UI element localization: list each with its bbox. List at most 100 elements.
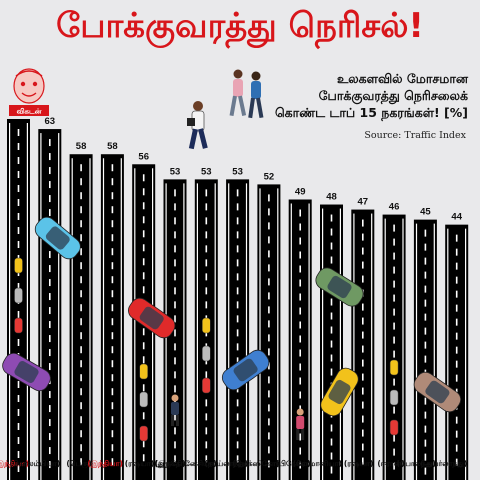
road-dash bbox=[174, 245, 176, 253]
road-edge-line bbox=[71, 158, 73, 480]
road-dash bbox=[17, 465, 20, 472]
road-dash bbox=[49, 335, 51, 343]
walking-man-illustration bbox=[187, 101, 208, 150]
logo-text: விகடன் bbox=[17, 108, 42, 116]
road-dash bbox=[268, 292, 270, 300]
road-dash bbox=[362, 247, 364, 255]
city-label: (கொலம்பியா) bbox=[9, 459, 60, 468]
road-dash bbox=[80, 430, 82, 438]
road-edge-line bbox=[9, 123, 11, 480]
road-dash bbox=[362, 401, 364, 409]
road-dash bbox=[17, 283, 20, 290]
road-dash bbox=[362, 429, 364, 437]
road-dash bbox=[17, 241, 20, 248]
road-edge-line bbox=[183, 183, 185, 480]
road-dash bbox=[268, 208, 270, 216]
road-dash bbox=[299, 251, 301, 259]
car-icon bbox=[315, 267, 364, 307]
road-dash bbox=[424, 439, 427, 447]
road-dash bbox=[362, 387, 364, 395]
road-dash bbox=[17, 395, 20, 402]
road-dash bbox=[236, 259, 239, 267]
road-dash bbox=[174, 259, 176, 267]
road-dash bbox=[174, 427, 176, 435]
road-dash bbox=[299, 377, 301, 385]
road-dash bbox=[142, 258, 145, 266]
small-car-icon bbox=[389, 359, 399, 376]
road-dash bbox=[299, 223, 301, 231]
road-dash bbox=[111, 318, 114, 326]
road-dash bbox=[236, 245, 239, 253]
road-dash bbox=[268, 348, 270, 356]
road-edge-line bbox=[447, 228, 449, 480]
road-dash bbox=[80, 360, 82, 368]
road-dash bbox=[268, 320, 270, 328]
road-dash bbox=[174, 315, 176, 323]
road-dash bbox=[142, 412, 145, 420]
road-dash bbox=[80, 374, 82, 382]
road-dash bbox=[80, 262, 82, 270]
road-dash bbox=[393, 448, 395, 456]
car-window bbox=[45, 226, 70, 250]
road-dash bbox=[80, 458, 82, 466]
pedestrian-leg-icon bbox=[296, 429, 300, 440]
road-dash bbox=[142, 272, 145, 280]
chart-subtitle: உலகளவில் மோசமான போக்குவரத்து நெரிசலைக் க… bbox=[218, 70, 468, 121]
road-dash bbox=[268, 222, 270, 230]
road-dash bbox=[49, 307, 51, 315]
road-dash bbox=[174, 455, 176, 463]
road-dash bbox=[174, 371, 176, 379]
road-dash bbox=[393, 224, 395, 232]
road-dash bbox=[205, 399, 208, 407]
road-dash bbox=[17, 199, 20, 206]
road-dash bbox=[205, 245, 208, 253]
road-dash bbox=[174, 329, 176, 337]
road-dash bbox=[362, 345, 364, 353]
road-dash bbox=[80, 234, 82, 242]
road-dash bbox=[424, 341, 427, 349]
road-dash bbox=[268, 390, 270, 398]
road-dash bbox=[424, 299, 427, 307]
road-dash bbox=[268, 334, 270, 342]
source-label: Source: Traffic Index bbox=[364, 130, 466, 141]
city-label: (ஈரான்) bbox=[377, 459, 404, 468]
road-dash bbox=[299, 279, 301, 287]
road-dash bbox=[49, 265, 51, 273]
road-dash bbox=[393, 322, 395, 330]
road-dash bbox=[393, 406, 395, 414]
pedestrian-leg-icon bbox=[301, 429, 305, 440]
road-dash bbox=[80, 402, 82, 410]
city-label: (இந்தியா) bbox=[87, 459, 122, 469]
road-dash bbox=[205, 371, 208, 379]
road-dash bbox=[111, 430, 114, 438]
road-dash bbox=[142, 328, 145, 336]
road-dash bbox=[330, 256, 333, 264]
road-dash bbox=[17, 157, 20, 164]
road-dash bbox=[455, 360, 458, 368]
road-bar bbox=[351, 209, 375, 480]
road-dash bbox=[330, 298, 333, 306]
road-dash bbox=[268, 460, 270, 468]
road-dash bbox=[174, 231, 176, 239]
road-edge-line bbox=[322, 208, 324, 480]
road-dash bbox=[111, 262, 114, 270]
subtitle-line-3: கொண்ட டாப் 15 நகரங்கள்! [%] bbox=[274, 105, 468, 120]
road-dash bbox=[330, 466, 333, 474]
city-label: (ரஷ்யா) bbox=[125, 459, 154, 469]
small-car-icon bbox=[14, 287, 23, 304]
road-dash bbox=[455, 444, 458, 452]
road-dash bbox=[455, 304, 458, 312]
road-dash bbox=[142, 342, 145, 350]
road-edge-line bbox=[58, 133, 60, 480]
page-title: போக்குவரத்து நெரிசல்! bbox=[56, 6, 424, 46]
pedestrian-body-icon bbox=[296, 416, 305, 429]
road-edge-line bbox=[228, 183, 230, 480]
road-dash bbox=[17, 129, 20, 136]
road-dash bbox=[174, 203, 176, 211]
road-dash bbox=[393, 434, 395, 442]
road-dash bbox=[236, 273, 239, 281]
road-dash bbox=[174, 189, 176, 197]
road-dash bbox=[111, 360, 114, 368]
road-dash bbox=[142, 216, 145, 224]
road-dash bbox=[424, 271, 427, 279]
